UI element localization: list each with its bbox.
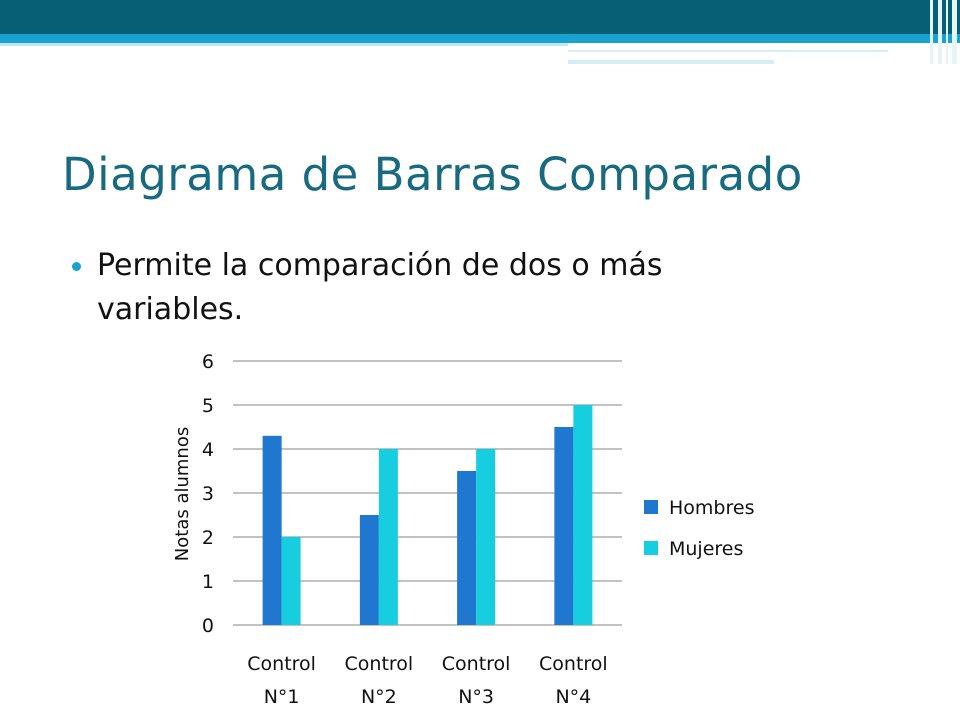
bar-mujeres-2 [378, 449, 398, 625]
bars [262, 405, 593, 625]
decorative-line [568, 60, 774, 64]
x-category-label: Control N°4 [539, 653, 608, 708]
bullet-icon [72, 262, 81, 271]
bar-hombres-3 [457, 471, 477, 625]
decorative-bar [946, 0, 948, 64]
bar-hombres-2 [359, 515, 379, 625]
bullet-text: Permite la comparación de dos o más vari… [97, 248, 663, 327]
x-category-label: Control N°3 [442, 653, 511, 708]
bar-hombres-4 [554, 427, 574, 625]
y-tick-label: 6 [202, 351, 214, 373]
bar-mujeres-4 [573, 405, 593, 625]
bar-mujeres-3 [476, 449, 496, 625]
slide-title: Diagrama de Barras Comparado [62, 148, 803, 201]
x-category-label: Control N°1 [247, 653, 316, 708]
y-tick-label: 3 [202, 483, 214, 505]
y-axis-title: Notas alumnos [172, 427, 193, 561]
decorative-line [568, 50, 888, 52]
legend: Hombres Mujeres [644, 497, 754, 560]
header-bar [0, 0, 960, 34]
legend-label-hombres: Hombres [669, 497, 754, 519]
bar-mujeres-1 [281, 537, 301, 625]
header-stripe [0, 34, 960, 43]
y-tick-label: 0 [202, 615, 214, 637]
legend-swatch-hombres [644, 500, 658, 514]
y-tick-label: 1 [202, 571, 214, 593]
y-tick-labels: 0 1 2 3 4 5 6 [202, 351, 214, 637]
decorative-bar [930, 0, 933, 64]
y-tick-label: 2 [202, 527, 214, 549]
bar-hombres-1 [262, 435, 282, 625]
y-tick-label: 4 [202, 439, 214, 461]
legend-label-mujeres: Mujeres [669, 538, 743, 560]
header-underline [0, 43, 568, 46]
y-tick-label: 5 [202, 395, 214, 417]
x-category-labels: Control N°1 Control N°2 Control N°3 Control N°4 [247, 653, 607, 708]
x-category-label: Control N°2 [345, 653, 414, 708]
decorative-bar [952, 0, 957, 64]
legend-swatch-mujeres [644, 541, 658, 555]
decorative-bar [938, 0, 942, 64]
